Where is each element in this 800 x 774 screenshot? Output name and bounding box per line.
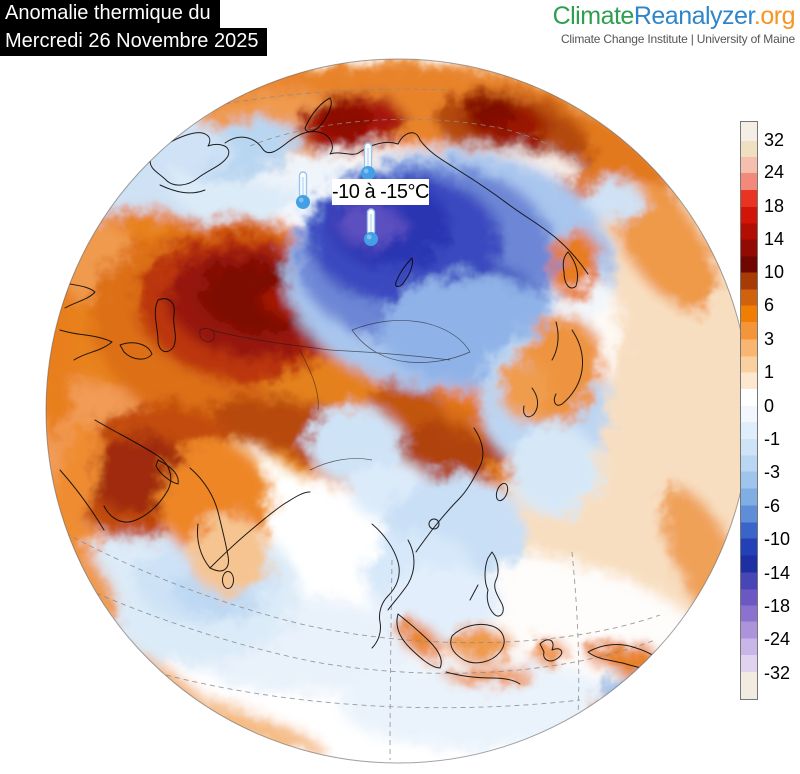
logo-subtitle: Climate Change Institute | University of…: [560, 32, 795, 46]
logo-part-reanalyzer: Reanalyzer: [633, 2, 755, 30]
colorbar-tick: 32: [764, 130, 785, 151]
country-borders: [199, 320, 471, 471]
colorbar-tick: 0: [764, 395, 775, 416]
colorbar-tick: 3: [764, 329, 775, 350]
colorbar-tick: -18: [764, 596, 791, 617]
colorbar-tick: -14: [764, 563, 791, 584]
logo-wordmark[interactable]: ClimateReanalyzer.org: [552, 2, 796, 30]
colorbar-tick-labels: 32 24 18 14 10 6 3 1 0 -1 -3 -6 -10 -14 -18 -24 -32: [764, 121, 800, 700]
logo-part-climate: Climate: [552, 2, 635, 30]
colorbar-tick: 10: [764, 262, 785, 283]
colorbar-tick: 14: [764, 229, 785, 250]
logo-part-org: .org: [753, 2, 796, 30]
colorbar-tick: -3: [764, 461, 781, 482]
colorbar-tick: -32: [764, 662, 791, 683]
colorbar: [740, 121, 758, 700]
colorbar-tick: 1: [764, 362, 775, 383]
colorbar-tick: 18: [764, 196, 785, 217]
title-line-2: Mercredi 26 Novembre 2025: [0, 28, 268, 56]
colorbar-tick: -10: [764, 529, 791, 550]
site-logo[interactable]: ClimateReanalyzer.org Climate Change Ins…: [552, 2, 796, 46]
colorbar-tick: -6: [764, 496, 781, 517]
colorbar-tick: 24: [764, 161, 785, 182]
colorbar-tick: 6: [764, 295, 775, 316]
colorbar-tick: -1: [764, 428, 781, 449]
colorbar-tick: -24: [764, 629, 791, 650]
temperature-annotation: -10 à -15°C: [332, 179, 430, 205]
title-line-1: Anomalie thermique du: [0, 0, 220, 28]
title-box: Anomalie thermique du Mercredi 26 Novemb…: [0, 0, 268, 56]
anomaly-field: [46, 60, 750, 763]
graticule: [46, 88, 661, 761]
